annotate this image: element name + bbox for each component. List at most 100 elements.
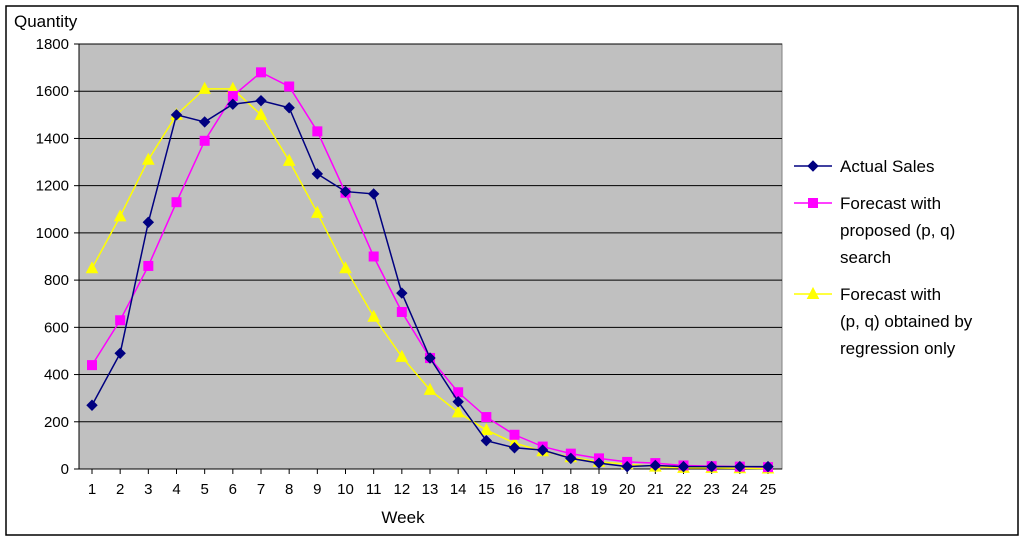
y-tick-label: 1600: [36, 83, 69, 100]
y-tick-label: 0: [61, 461, 69, 478]
x-tick-label: 25: [760, 481, 777, 498]
data-point: [170, 109, 183, 121]
x-tick-label: 13: [422, 481, 439, 498]
data-point: [367, 309, 380, 322]
data-point: [621, 460, 633, 473]
data-point: [87, 360, 97, 371]
legend-label-line: proposed (p, q): [840, 221, 955, 240]
data-point: [255, 94, 267, 107]
x-tick-label: 6: [229, 481, 237, 498]
x-tick-label: 10: [337, 481, 354, 498]
data-point: [368, 251, 379, 262]
x-tick-label: 16: [506, 481, 523, 498]
data-point: [396, 287, 408, 299]
x-tick-label: 2: [116, 481, 124, 498]
data-point: [86, 399, 98, 411]
data-point: [565, 452, 577, 465]
x-tick-label: 5: [200, 481, 208, 498]
y-tick-label: 1200: [36, 178, 69, 195]
data-point: [536, 444, 549, 456]
gridlines: [79, 43, 782, 423]
data-point: [171, 197, 182, 208]
data-point: [114, 347, 126, 360]
data-point: [198, 81, 211, 94]
legend-label: Forecast with (p, q) obtained by regressio…: [840, 285, 973, 358]
y-tick-label: 800: [44, 272, 69, 289]
x-tick-label: 20: [619, 481, 636, 498]
legend-entry-3: Forecast with (p, q) obtained by regressio…: [794, 285, 973, 358]
legend-label: Forecast with proposed (p, q) search: [840, 194, 955, 267]
x-tick-label: 23: [703, 481, 720, 498]
x-axis-ticks: 1 2 3 4 5 6 7 8 9 10 11 12 13 14 15 16 17 18 19 20 21 22 23 24 2…: [79, 468, 782, 498]
x-axis-title: Week: [381, 508, 425, 527]
y-tick-label: 1400: [36, 130, 69, 147]
data-point: [367, 188, 380, 200]
data-point: [198, 116, 211, 128]
x-tick-label: 8: [285, 481, 293, 498]
x-tick-label: 12: [393, 481, 410, 498]
x-tick-label: 19: [591, 481, 608, 498]
data-point: [254, 107, 268, 120]
data-point: [113, 209, 127, 222]
y-tick-label: 200: [44, 414, 69, 431]
data-point: [227, 98, 239, 110]
y-tick-label: 1000: [36, 225, 69, 242]
legend-label-line: Actual Sales: [840, 157, 935, 176]
data-point: [480, 422, 493, 436]
data-point: [284, 81, 295, 92]
data-point: [705, 460, 718, 473]
data-point: [142, 216, 155, 228]
series-group: [85, 67, 775, 474]
legend: Actual Sales Forecast with proposed (p, q)…: [794, 157, 973, 358]
data-point: [339, 185, 352, 198]
plot-area: [78, 43, 783, 470]
x-tick-label: 9: [313, 481, 321, 498]
legend-marker: [808, 198, 818, 208]
x-tick-label: 4: [172, 481, 180, 498]
data-point: [677, 460, 690, 473]
data-point: [143, 260, 154, 271]
data-point: [452, 396, 464, 408]
x-tick-label: 17: [534, 481, 551, 498]
data-point: [283, 102, 295, 114]
y-axis-ticks: 0 200 400 600 800 1000 1200 1400 1600 1800: [36, 36, 80, 478]
data-point: [509, 429, 520, 440]
data-point: [395, 349, 409, 362]
data-point: [649, 459, 662, 472]
x-tick-label: 11: [366, 481, 382, 498]
legend-label-line: search: [840, 248, 891, 267]
y-tick-label: 600: [44, 319, 69, 336]
data-point: [593, 457, 605, 469]
data-point: [142, 152, 155, 165]
data-point: [396, 306, 407, 317]
data-point: [481, 412, 492, 423]
data-point: [339, 261, 352, 274]
x-tick-label: 24: [731, 481, 748, 498]
data-point: [423, 382, 437, 395]
legend-label-line: (p, q) obtained by: [840, 312, 973, 331]
y-axis-title: Quantity: [14, 12, 78, 31]
x-tick-label: 1: [88, 481, 96, 498]
data-point: [256, 67, 266, 78]
legend-entry-2: Forecast with proposed (p, q) search: [794, 194, 955, 267]
legend-marker: [807, 160, 819, 172]
legend-label-line: Forecast with: [840, 285, 941, 304]
x-tick-label: 22: [675, 481, 692, 498]
data-point: [453, 387, 464, 398]
series-1: [86, 94, 774, 473]
data-point: [424, 352, 436, 364]
x-tick-label: 15: [478, 481, 495, 498]
data-point: [115, 315, 126, 326]
data-point: [734, 460, 746, 473]
data-point: [199, 135, 210, 146]
data-point: [480, 434, 493, 447]
y-tick-label: 400: [44, 367, 69, 384]
legend-label-line: regression only: [840, 339, 956, 358]
y-tick-label: 1800: [36, 36, 69, 53]
x-tick-label: 3: [144, 481, 152, 498]
data-point: [762, 460, 774, 473]
data-point: [282, 153, 296, 166]
x-tick-label: 14: [450, 481, 467, 498]
data-point: [311, 205, 324, 218]
